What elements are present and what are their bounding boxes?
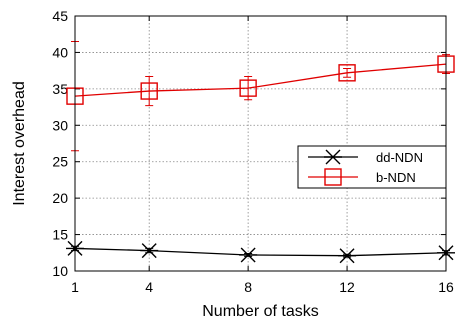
error-bar	[343, 67, 352, 78]
plot-frame	[74, 15, 447, 272]
series	[66, 41, 455, 264]
x-axis-label: Number of tasks	[202, 303, 318, 320]
grid	[75, 16, 446, 271]
series-line	[74, 63, 447, 97]
x-tick-label: 16	[438, 279, 454, 295]
y-tick-label: 30	[52, 117, 68, 133]
legend: dd-NDN b-NDN	[297, 145, 447, 189]
y-tick-label: 25	[52, 154, 68, 170]
data-point	[338, 248, 357, 264]
error-bar	[145, 75, 154, 107]
x-tick-label: 8	[244, 279, 252, 295]
y-tick-label: 15	[52, 227, 68, 243]
series-line	[74, 247, 447, 257]
data-point	[338, 64, 356, 82]
y-axis-label: Interest overhead	[11, 81, 28, 206]
legend-label-b-ndn: b-NDN	[376, 170, 416, 185]
series-dd-ndn	[66, 240, 455, 264]
y-tick-label: 35	[52, 81, 68, 97]
data-point	[140, 82, 158, 100]
y-tick-label: 20	[52, 190, 68, 206]
x-tick-label: 1	[71, 279, 79, 295]
data-point	[140, 243, 159, 259]
legend-marker-b-ndn	[324, 168, 342, 186]
legend-label-dd-ndn: dd-NDN	[376, 150, 423, 165]
y-tick-label: 45	[52, 8, 68, 24]
legend-marker	[324, 168, 342, 186]
y-tick-label: 10	[52, 263, 68, 279]
x-tick-label: 4	[145, 279, 153, 295]
legend-box	[297, 145, 447, 189]
data-point	[239, 247, 258, 263]
x-tick-label: 12	[339, 279, 355, 295]
legend-marker	[324, 149, 342, 165]
series-b-ndn	[66, 41, 455, 152]
y-tick-label: 40	[52, 44, 68, 60]
y-axis-ticks: 10 15 20 25 30 35 40 45	[52, 8, 446, 279]
legend-marker-dd-ndn	[324, 149, 342, 165]
data-point	[239, 79, 257, 97]
